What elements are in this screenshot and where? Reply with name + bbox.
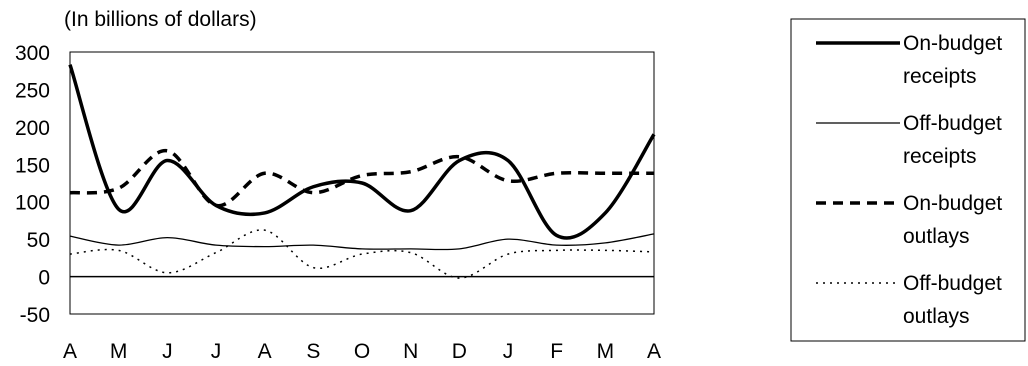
y-tick-label: 100 — [15, 192, 50, 215]
y-tick-label: -50 — [20, 304, 50, 327]
x-tick-label: D — [452, 340, 467, 363]
x-tick-label: M — [110, 340, 128, 363]
plot-area — [69, 51, 655, 315]
x-tick-label: F — [550, 340, 563, 363]
legend-box — [790, 18, 1026, 342]
series-line-on-budget-outlays — [69, 149, 654, 208]
legend-label: On-budget — [903, 192, 1002, 215]
y-tick-label: 50 — [27, 229, 50, 252]
legend: On-budget receipts Off-budget receipts On-bu… — [790, 18, 1026, 342]
series-line-off-budget-outlays — [69, 229, 655, 279]
x-tick-label: A — [258, 340, 272, 363]
x-tick-label: A — [63, 340, 77, 363]
series-lines — [68, 64, 656, 279]
x-tick-label: A — [647, 340, 661, 363]
x-tick-label: S — [306, 340, 320, 363]
y-axis-tick-labels: 300 250 200 150 100 50 0 -50 — [15, 42, 50, 327]
legend-label: outlays — [903, 305, 970, 328]
x-tick-label: J — [211, 340, 222, 363]
x-tick-label: J — [503, 340, 514, 363]
y-tick-label: 150 — [15, 154, 50, 177]
legend-label: Off-budget — [903, 112, 1002, 135]
y-tick-label: 200 — [15, 117, 50, 140]
x-tick-label: O — [354, 340, 370, 363]
x-tick-label: N — [403, 340, 418, 363]
x-tick-label: M — [597, 340, 615, 363]
legend-label: On-budget — [903, 32, 1002, 55]
chart-subtitle: (In billions of dollars) — [64, 8, 257, 31]
series-line-off-budget-receipts — [69, 233, 655, 251]
legend-label: receipts — [903, 145, 977, 168]
series-line-on-budget-receipts — [68, 64, 656, 240]
y-tick-label: 0 — [38, 267, 50, 290]
y-tick-label: 250 — [15, 79, 50, 102]
y-tick-label: 300 — [15, 42, 50, 65]
legend-label: outlays — [903, 225, 970, 248]
legend-label: receipts — [903, 65, 977, 88]
legend-label: Off-budget — [903, 272, 1002, 295]
x-tick-label: J — [162, 340, 173, 363]
